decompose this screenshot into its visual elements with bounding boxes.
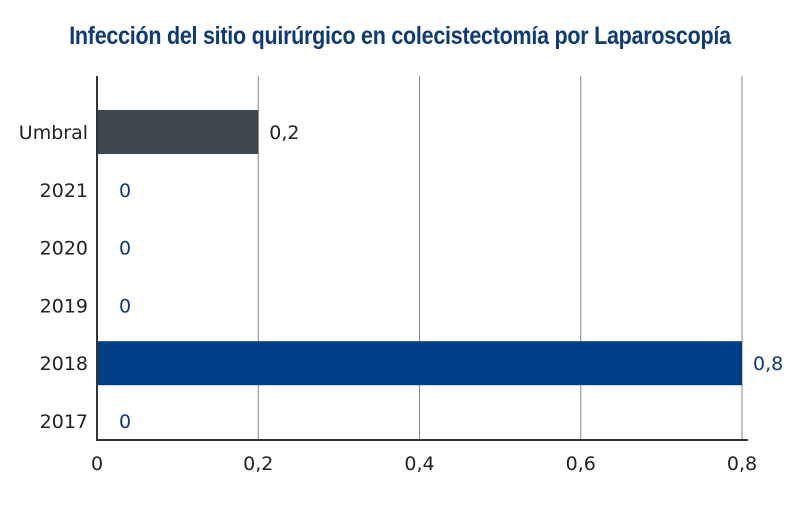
category-label: 2018 — [40, 353, 88, 375]
category-labels: Umbral 2021 2020 2019 2018 2017 — [19, 122, 88, 433]
x-tick-label: 0,8 — [727, 453, 757, 475]
x-tick-label: 0 — [91, 453, 103, 475]
value-label: 0,8 — [753, 353, 783, 375]
bar-2018 — [97, 341, 742, 386]
value-label: 0,2 — [269, 122, 299, 144]
gridlines — [257, 76, 743, 440]
value-labels: 0,2 0 0 0 0,8 0 — [119, 122, 783, 433]
category-label: Umbral — [19, 122, 88, 144]
category-label: 2019 — [40, 295, 88, 317]
category-label: 2021 — [40, 180, 88, 202]
x-tick-label: 0,2 — [243, 453, 273, 475]
value-label: 0 — [119, 180, 131, 202]
x-tick-label: 0,6 — [566, 453, 596, 475]
x-tick-label: 0,4 — [404, 453, 434, 475]
value-label: 0 — [119, 411, 131, 433]
category-label: 2017 — [40, 411, 88, 433]
chart-title: Infección del sitio quirúrgico en coleci… — [69, 22, 731, 50]
value-label: 0 — [119, 238, 131, 260]
value-label: 0 — [119, 295, 131, 317]
x-tick-labels: 0 0,2 0,4 0,6 0,8 — [91, 453, 757, 475]
axes — [96, 76, 748, 441]
category-label: 2020 — [40, 238, 88, 260]
bars — [97, 110, 742, 386]
bar-umbral — [97, 110, 259, 154]
